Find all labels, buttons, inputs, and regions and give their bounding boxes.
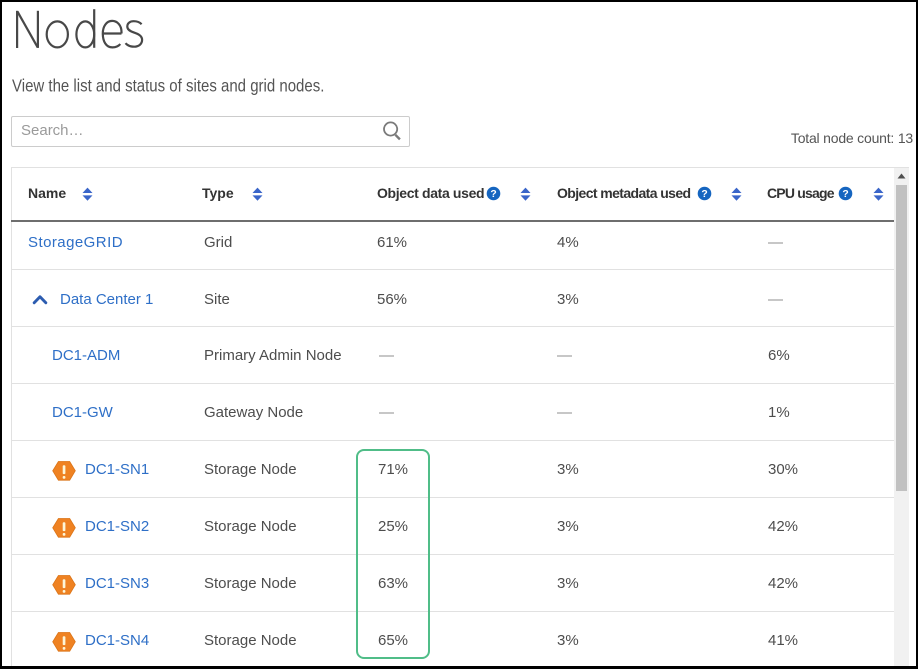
svg-text:?: ? bbox=[842, 189, 848, 200]
svg-text:?: ? bbox=[701, 189, 707, 200]
svg-text:?: ? bbox=[490, 189, 496, 200]
